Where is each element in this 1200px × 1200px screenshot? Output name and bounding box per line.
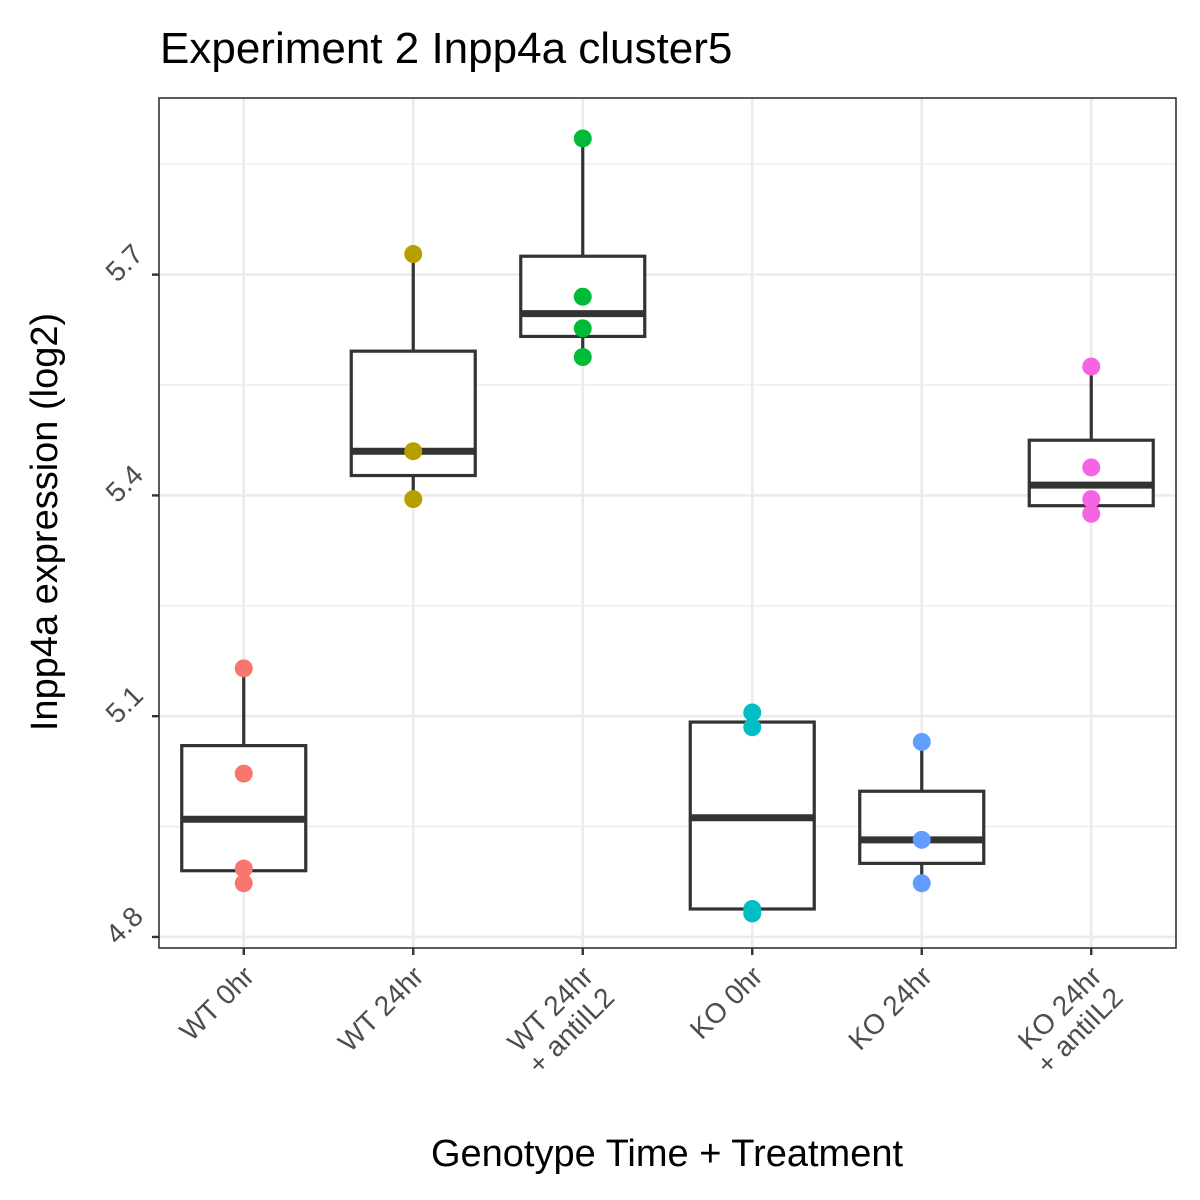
x-axis-title: Genotype Time + Treatment — [431, 1133, 904, 1175]
x-tick-label-line: KO 0hr — [684, 960, 769, 1045]
data-point — [1082, 458, 1101, 477]
y-tick-label: 5.7 — [100, 238, 149, 287]
data-point — [234, 764, 253, 783]
y-tick-label: 5.4 — [100, 459, 149, 508]
box-iqr — [858, 789, 986, 865]
data-point — [1082, 490, 1101, 509]
y-axis-ticks: 4.8 5.1 5.4 5.7 — [100, 238, 159, 950]
data-point — [404, 490, 423, 509]
panel-background — [159, 98, 1176, 948]
box-group — [858, 732, 986, 893]
data-point — [912, 732, 931, 751]
panel-border — [158, 97, 1177, 949]
data-point — [1082, 357, 1101, 376]
data-point — [404, 245, 423, 264]
data-point — [743, 703, 762, 722]
data-point — [912, 830, 931, 849]
x-tick-label-line: KO 24hr — [842, 960, 938, 1056]
y-axis-title: Inpp4a expression (log2) — [24, 313, 66, 731]
box-group — [180, 659, 308, 893]
plot-panel — [158, 97, 1177, 949]
y-tick-label: 5.1 — [100, 680, 149, 729]
x-tick-label: KO 24hr — [842, 960, 938, 1056]
x-tick-label: KO 0hr — [684, 960, 769, 1045]
data-point — [1082, 504, 1101, 523]
data-point — [573, 319, 592, 338]
data-point — [573, 287, 592, 306]
box-group — [1027, 357, 1155, 523]
box-group — [688, 703, 816, 923]
data-point — [573, 129, 592, 148]
data-point — [234, 859, 253, 878]
box-group — [349, 245, 477, 509]
x-tick-label: WT 0hr — [174, 960, 260, 1046]
data-point — [743, 718, 762, 737]
x-tick-label-line: WT 0hr — [174, 960, 260, 1046]
y-tick-label: 4.8 — [100, 901, 149, 950]
data-point — [743, 904, 762, 923]
data-point — [234, 659, 253, 678]
data-point — [573, 348, 592, 367]
x-tick-label: WT 24hr — [332, 960, 429, 1057]
x-tick-label-line: WT 24hr — [332, 960, 429, 1057]
data-point — [912, 874, 931, 893]
box-iqr — [349, 349, 477, 478]
data-point — [404, 442, 423, 461]
x-axis-ticks: WT 0hr WT 24hr WT 24hr+ antiIL2 KO 0hr KO 24… — [174, 948, 1129, 1080]
box-group — [519, 129, 647, 367]
x-tick-label: KO 24hr+ antiIL2 — [1009, 960, 1129, 1080]
box-iqr — [180, 744, 308, 873]
data-point — [234, 874, 253, 893]
chart-title: Experiment 2 Inpp4a cluster5 — [160, 24, 732, 73]
x-tick-label: WT 24hr+ antiIL2 — [501, 960, 621, 1080]
